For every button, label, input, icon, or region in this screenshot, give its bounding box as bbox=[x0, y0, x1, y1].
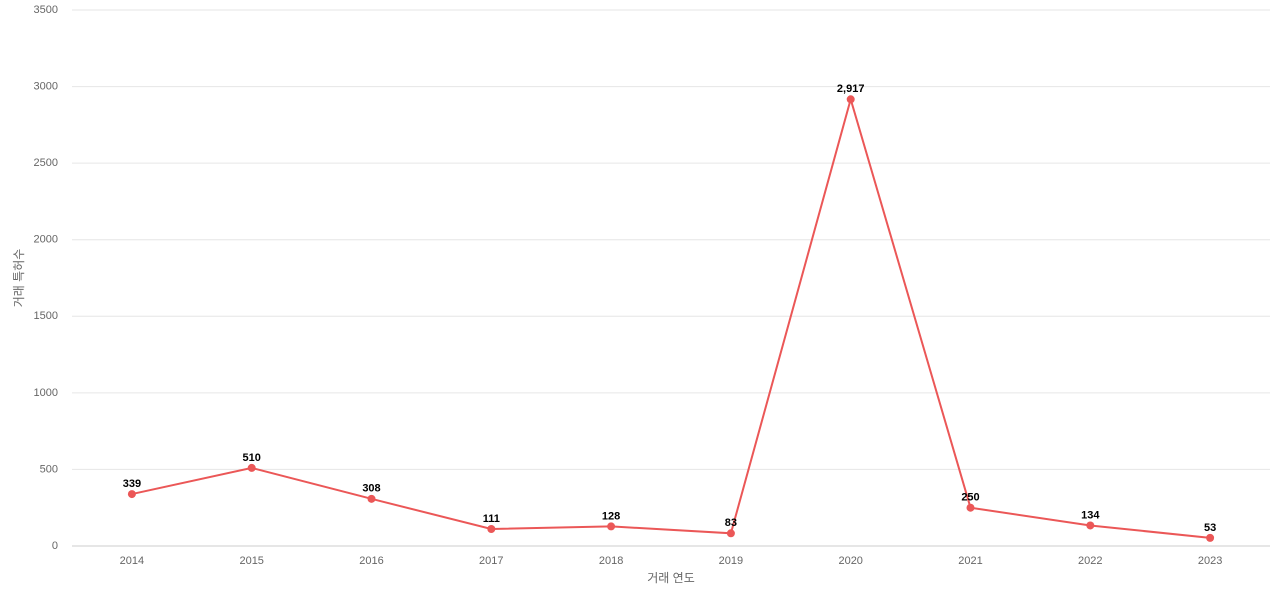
value-label: 111 bbox=[483, 513, 500, 525]
x-tick-label: 2017 bbox=[479, 555, 503, 567]
x-tick-label: 2023 bbox=[1198, 555, 1222, 567]
line bbox=[131, 95, 1211, 539]
x-tick-label: 2020 bbox=[838, 555, 862, 567]
value-label: 83 bbox=[725, 517, 737, 529]
point bbox=[247, 463, 256, 472]
point bbox=[966, 503, 975, 512]
y-axis-label: 거래 특허수 bbox=[12, 249, 26, 308]
value-label: 510 bbox=[243, 452, 261, 464]
x-tick-label: 2021 bbox=[958, 555, 982, 567]
y-tick-label: 0 bbox=[52, 540, 58, 552]
y-tick-label: 1500 bbox=[34, 310, 58, 322]
x-tick-label: 2022 bbox=[1078, 555, 1102, 567]
x-tick-label: 2015 bbox=[239, 555, 263, 567]
y-tick-label: 2500 bbox=[34, 157, 58, 169]
x-tick-label: 2018 bbox=[599, 555, 623, 567]
point bbox=[726, 529, 735, 538]
y-tick-label: 2000 bbox=[34, 234, 58, 246]
value-label: 134 bbox=[1081, 509, 1100, 521]
x-tick-label: 2019 bbox=[719, 555, 743, 567]
y-tick-label: 3500 bbox=[34, 4, 58, 16]
point bbox=[127, 490, 136, 499]
point bbox=[367, 494, 376, 503]
point bbox=[846, 95, 855, 104]
value-label: 128 bbox=[602, 510, 620, 522]
value-label: 250 bbox=[961, 492, 979, 504]
point bbox=[1206, 533, 1215, 542]
x-tick-label: 2014 bbox=[120, 555, 144, 567]
value-label: 339 bbox=[123, 478, 141, 490]
y-tick-label: 500 bbox=[40, 463, 58, 475]
point bbox=[607, 522, 616, 531]
value-label: 308 bbox=[362, 483, 380, 495]
x-tick-label: 2016 bbox=[359, 555, 383, 567]
point bbox=[487, 525, 496, 534]
y-tick-label: 1000 bbox=[34, 387, 58, 399]
value-label: 2,917 bbox=[837, 83, 865, 95]
point bbox=[1086, 521, 1095, 530]
x-axis-label: 거래 연도 bbox=[647, 571, 695, 585]
value-label: 53 bbox=[1204, 522, 1216, 534]
y-tick-label: 3000 bbox=[34, 80, 58, 92]
